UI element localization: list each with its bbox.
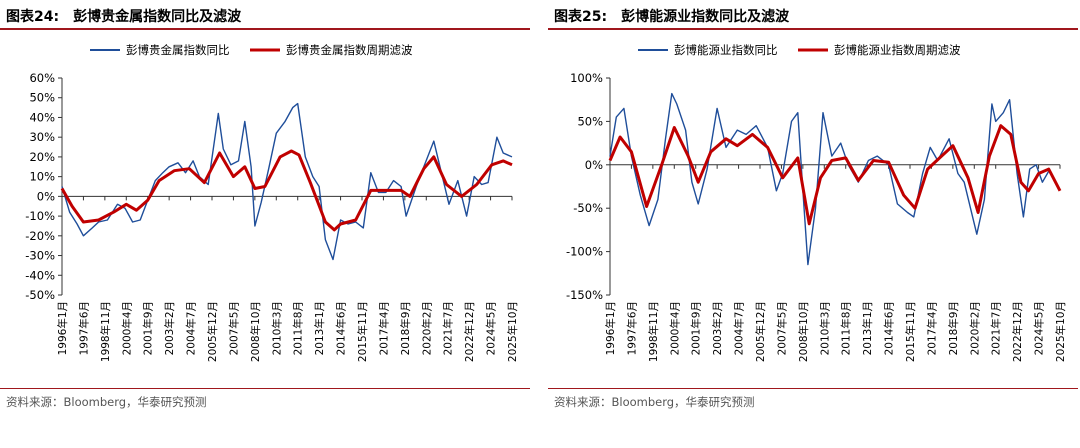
series-line-filtered xyxy=(608,124,1062,226)
x-tick-label: 2013年1月 xyxy=(861,301,874,355)
x-tick-label: 2010年3月 xyxy=(270,301,283,355)
x-tick-label: 2022年12月 xyxy=(1011,301,1024,362)
y-tick-label: -100% xyxy=(566,245,603,259)
y-tick-label: 20% xyxy=(29,150,55,164)
y-tick-label: -50% xyxy=(25,288,55,302)
x-tick-label: 2000年4月 xyxy=(668,301,681,355)
series-line-filtered xyxy=(60,149,513,232)
x-tick-label: 2021年7月 xyxy=(442,301,455,355)
x-tick-label: 2005年12月 xyxy=(206,301,219,362)
y-tick-label: -150% xyxy=(566,288,603,302)
x-tick-label: 2011年8月 xyxy=(292,301,305,355)
x-tick-label: 1998年11月 xyxy=(647,301,660,362)
figure-title-text: 彭博能源业指数同比及滤波 xyxy=(621,9,790,25)
x-tick-label: 1997年6月 xyxy=(625,301,638,355)
legend-label: 彭博能源业指数同比 xyxy=(674,43,778,57)
x-tick-label: 2007年5月 xyxy=(227,301,240,355)
x-tick-label: 2013年1月 xyxy=(313,301,326,355)
x-tick-label: 2021年7月 xyxy=(990,301,1003,355)
x-tick-label: 2003年2月 xyxy=(163,301,176,355)
x-tick-label: 1998年11月 xyxy=(99,301,112,362)
energy-yoy-chart: -150% -100% -50% 0% 50% 100% 1996年1月 1997年6月 199… xyxy=(566,43,1067,362)
x-tick-label: 2008年10月 xyxy=(249,301,262,362)
legend-label: 彭博贵金属指数同比 xyxy=(126,43,230,57)
x-tick-label: 2010年3月 xyxy=(818,301,831,355)
y-tick-label: -30% xyxy=(25,249,55,263)
x-tick-label: 2008年10月 xyxy=(797,301,810,362)
x-tick-label: 2007年5月 xyxy=(775,301,788,355)
y-tick-label: -50% xyxy=(573,201,603,215)
y-tick-label: 0% xyxy=(37,189,55,203)
x-tick-label: 1996年1月 xyxy=(56,301,69,355)
source-note: 资料来源：Bloomberg，华泰研究预测 xyxy=(554,395,755,409)
title-divider xyxy=(0,28,530,30)
y-tick-label: 60% xyxy=(29,71,55,85)
source-note: 资料来源：Bloomberg，华泰研究预测 xyxy=(6,395,207,409)
y-tick-label: -20% xyxy=(25,229,55,243)
x-tick-label: 2011年8月 xyxy=(840,301,853,355)
x-tick-label: 2015年11月 xyxy=(356,301,369,362)
x-tick-label: 2020年2月 xyxy=(420,301,433,355)
y-tick-label: -40% xyxy=(25,268,55,282)
legend-label: 彭博贵金属指数周期滤波 xyxy=(286,43,413,57)
legend-label: 彭博能源业指数周期滤波 xyxy=(834,43,961,57)
x-tick-label: 2017年4月 xyxy=(925,301,938,355)
x-tick-label: 2005年12月 xyxy=(754,301,767,362)
y-tick-label: 0% xyxy=(585,158,603,172)
y-tick-label: 30% xyxy=(29,130,55,144)
x-tick-label: 2024年5月 xyxy=(1033,301,1046,355)
figure-title: 图表25: 彭博能源业指数同比及滤波 xyxy=(554,6,789,26)
figure-number: 图表25: xyxy=(554,9,608,25)
x-tick-label: 2017年4月 xyxy=(377,301,390,355)
series-line-raw xyxy=(61,102,513,261)
x-tick-label: 2015年11月 xyxy=(904,301,917,362)
y-tick-label: 50% xyxy=(29,91,55,105)
chart-panel-precious-metals: 图表24: 彭博贵金属指数同比及滤波 -50% -40% -30% -20% -10% 0%… xyxy=(0,0,530,448)
precious-metals-yoy-chart: -50% -40% -30% -20% -10% 0% 10% 20% 30% 40% 50% 60%… xyxy=(25,43,519,362)
y-tick-label: 50% xyxy=(577,114,603,128)
x-tick-label: 2025年10月 xyxy=(1054,301,1067,362)
y-tick-label: 40% xyxy=(29,110,55,124)
x-tick-label: 2022年12月 xyxy=(463,301,476,362)
figure-title: 图表24: 彭博贵金属指数同比及滤波 xyxy=(6,6,241,26)
x-tick-label: 2001年9月 xyxy=(142,301,155,355)
x-tick-label: 1996年1月 xyxy=(604,301,617,355)
x-tick-label: 2004年7月 xyxy=(185,301,198,355)
source-divider xyxy=(0,388,530,389)
x-tick-label: 2000年4月 xyxy=(120,301,133,355)
x-tick-label: 1997年6月 xyxy=(77,301,90,355)
chart-panel-energy: 图表25: 彭博能源业指数同比及滤波 -150% -100% -50% 0% 50% 100… xyxy=(548,0,1078,448)
x-tick-label: 2018年9月 xyxy=(399,301,412,355)
figure-number: 图表24: xyxy=(6,9,60,25)
y-tick-label: 100% xyxy=(570,71,603,85)
x-tick-label: 2014年6月 xyxy=(335,301,348,355)
x-tick-label: 2024年5月 xyxy=(485,301,498,355)
x-tick-label: 2001年9月 xyxy=(690,301,703,355)
series-line-raw xyxy=(609,92,1051,266)
x-tick-label: 2020年2月 xyxy=(968,301,981,355)
y-tick-label: -10% xyxy=(25,209,55,223)
y-tick-label: 10% xyxy=(29,170,55,184)
x-tick-label: 2018年9月 xyxy=(947,301,960,355)
x-tick-label: 2004年7月 xyxy=(733,301,746,355)
x-tick-label: 2025年10月 xyxy=(506,301,519,362)
figure-title-text: 彭博贵金属指数同比及滤波 xyxy=(73,9,242,25)
source-divider xyxy=(548,388,1078,389)
title-divider xyxy=(548,28,1078,30)
x-tick-label: 2014年6月 xyxy=(883,301,896,355)
x-tick-label: 2003年2月 xyxy=(711,301,724,355)
